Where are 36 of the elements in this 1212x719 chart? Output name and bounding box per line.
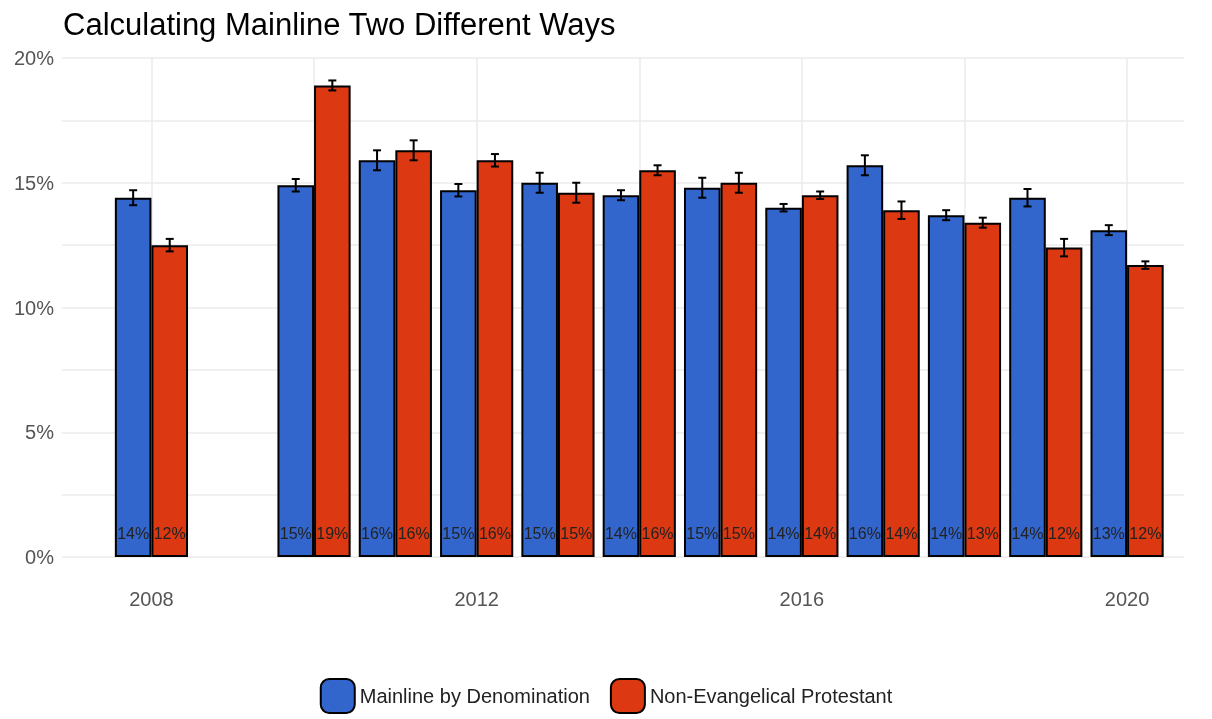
data-label: 16% — [641, 524, 674, 542]
data-label: 13% — [966, 524, 999, 542]
data-label: 14% — [885, 524, 918, 542]
data-label: 16% — [848, 524, 881, 542]
x-tick-label: 2008 — [129, 588, 174, 610]
chart-title: Calculating Mainline Two Different Ways — [63, 7, 616, 42]
data-label: 14% — [930, 524, 963, 542]
y-tick-label: 10% — [13, 296, 55, 319]
data-label: 16% — [478, 524, 511, 542]
data-label: 16% — [361, 524, 394, 542]
y-tick-label: 15% — [13, 171, 55, 194]
x-tick-label: 2020 — [1104, 588, 1150, 610]
data-label: 12% — [153, 524, 186, 542]
legend-label: Non-Evangelical Protestant — [649, 685, 893, 707]
data-label: 15% — [523, 524, 556, 542]
y-tick-label: 20% — [13, 47, 55, 69]
data-label: 15% — [279, 524, 312, 542]
x-tick-label: 2016 — [779, 588, 825, 610]
data-label: 14% — [1011, 524, 1044, 542]
legend-label: Mainline by Denomination — [359, 685, 590, 707]
x-tick-label: 2012 — [454, 588, 499, 610]
data-label: 15% — [686, 524, 719, 542]
data-label: 14% — [117, 524, 150, 542]
data-label: 15% — [560, 524, 593, 542]
y-tick-label: 0% — [25, 546, 55, 568]
data-label: 14% — [767, 524, 800, 542]
data-label: 16% — [397, 524, 430, 542]
data-label: 12% — [1048, 524, 1081, 542]
data-label: 15% — [722, 524, 755, 542]
y-tick-label: 5% — [25, 421, 55, 444]
data-label: 14% — [604, 524, 637, 542]
data-label: 12% — [1129, 524, 1162, 542]
data-label: 19% — [316, 524, 349, 542]
data-label: 14% — [804, 524, 837, 542]
data-label: 15% — [442, 524, 475, 542]
data-label: 13% — [1092, 524, 1125, 542]
